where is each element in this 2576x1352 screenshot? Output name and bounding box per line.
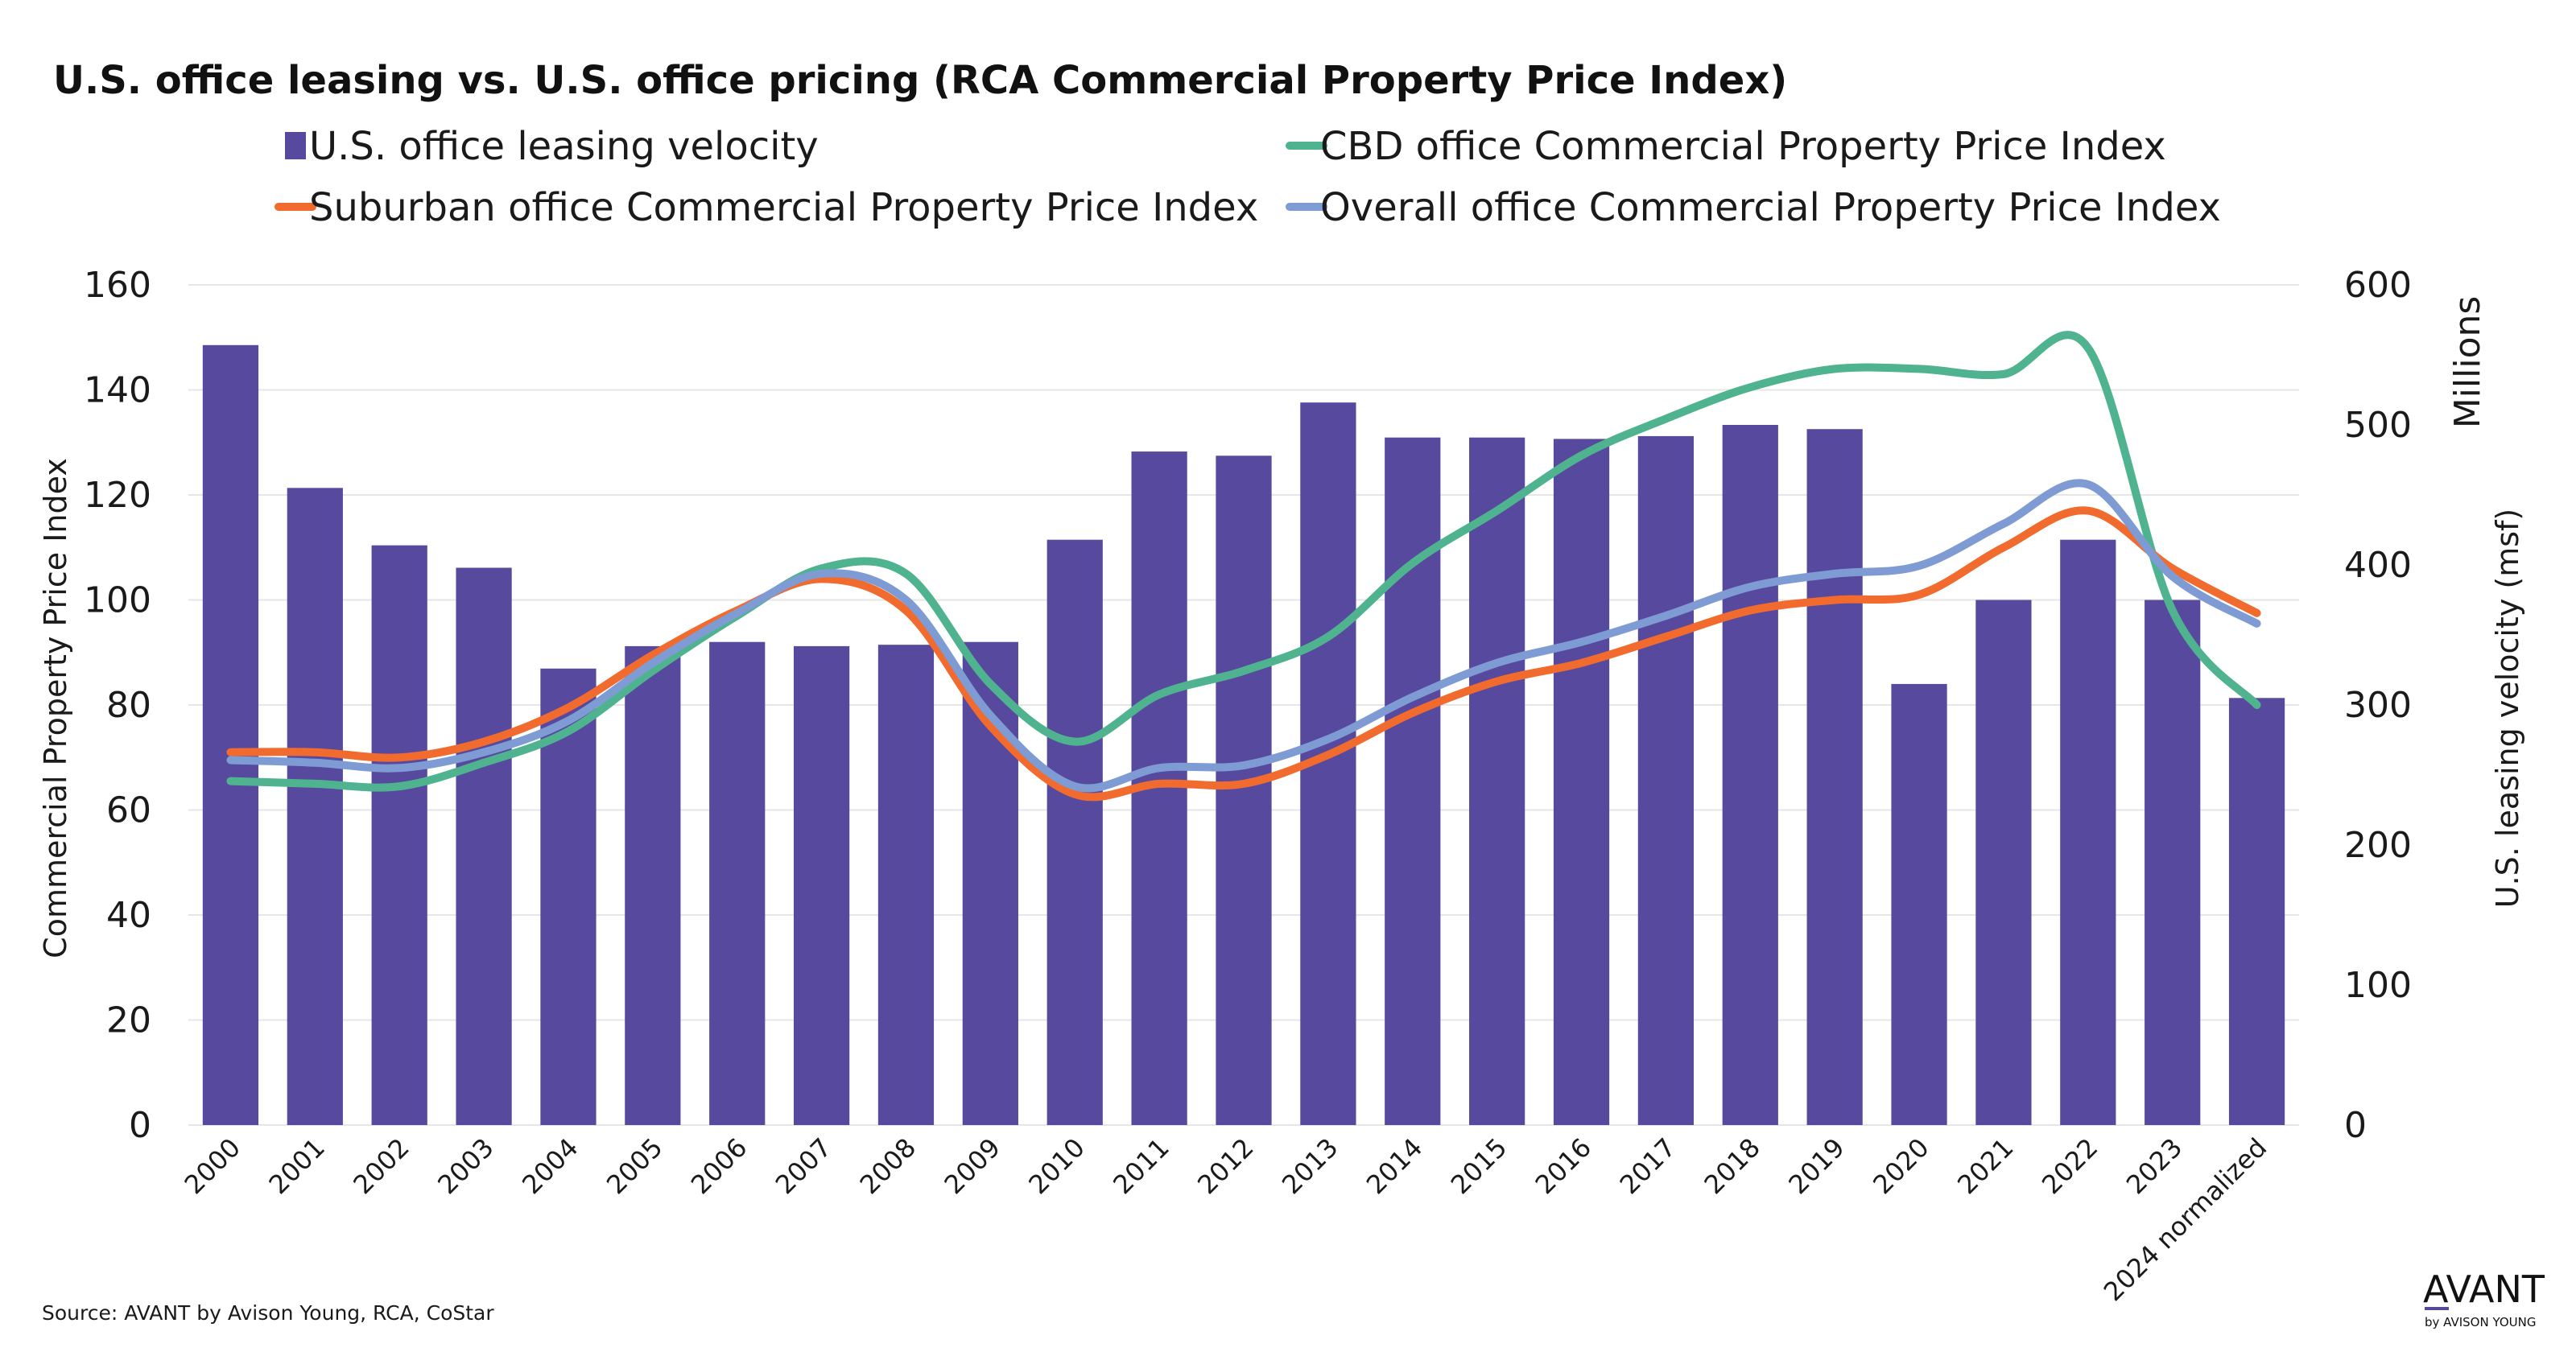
bar-2015 bbox=[1469, 437, 1525, 1125]
bar-2000 bbox=[202, 344, 259, 1125]
legend-item-4: Overall office Commercial Property Price… bbox=[1286, 185, 2221, 230]
x-tick-2006: 2006 bbox=[685, 1132, 753, 1200]
left-tick-0: 0 bbox=[129, 1105, 151, 1146]
x-tick-2022: 2022 bbox=[2036, 1132, 2103, 1200]
left-axis-label: Commercial Property Price Index bbox=[38, 458, 73, 958]
bar-2004 bbox=[540, 668, 597, 1125]
right-tick-300: 300 bbox=[2344, 685, 2412, 726]
bar-2020 bbox=[1891, 683, 1947, 1125]
logo-wordmark: AVANT bbox=[2423, 1268, 2545, 1311]
left-tick-60: 60 bbox=[106, 790, 151, 831]
left-tick-20: 20 bbox=[106, 1000, 151, 1041]
bar-2002 bbox=[371, 545, 427, 1125]
line-series bbox=[226, 331, 2261, 802]
x-tick-2005: 2005 bbox=[601, 1132, 668, 1200]
x-tick-2020: 2020 bbox=[1867, 1132, 1934, 1200]
x-tick-2019: 2019 bbox=[1782, 1132, 1850, 1200]
left-tick-100: 100 bbox=[84, 580, 151, 621]
left-tick-40: 40 bbox=[106, 895, 151, 936]
bar-2010 bbox=[1046, 539, 1103, 1125]
bar-2024-normalized bbox=[2228, 698, 2285, 1125]
right-tick-0: 0 bbox=[2344, 1105, 2367, 1146]
left-tick-140: 140 bbox=[84, 370, 151, 411]
x-tick-2000: 2000 bbox=[179, 1132, 246, 1200]
legend-swatch bbox=[285, 132, 306, 159]
x-tick-2016: 2016 bbox=[1530, 1132, 1597, 1200]
legend: U.S. office leasing velocity CBD office C… bbox=[275, 124, 2221, 230]
x-tick-2014: 2014 bbox=[1360, 1132, 1428, 1200]
bar-2012 bbox=[1216, 455, 1272, 1125]
bar-2018 bbox=[1722, 425, 1778, 1125]
legend-item-1: U.S. office leasing velocity bbox=[285, 124, 819, 169]
avant-logo: AVANT by AVISON YOUNG bbox=[2423, 1268, 2545, 1329]
legend-item-3: Suburban office Commercial Property Pric… bbox=[275, 185, 1258, 230]
bar-series bbox=[202, 344, 2285, 1125]
logo-tagline: by AVISON YOUNG bbox=[2425, 1315, 2536, 1329]
x-tick-2011: 2011 bbox=[1107, 1132, 1174, 1200]
left-axis-ticks: 0 20 40 60 80 100 120 140 160 bbox=[84, 265, 151, 1146]
bar-2005 bbox=[625, 645, 681, 1125]
legend-item-2: CBD office Commercial Property Price Ind… bbox=[1286, 124, 2166, 169]
right-axis-ticks: 0 100 200 300 400 500 600 bbox=[2344, 265, 2412, 1146]
x-tick-2023: 2023 bbox=[2120, 1132, 2188, 1200]
right-axis-unit: Millions bbox=[2447, 296, 2488, 429]
x-tick-2017: 2017 bbox=[1614, 1132, 1682, 1200]
logo-accent-bar bbox=[2425, 1307, 2449, 1310]
chart-title: U.S. office leasing vs. U.S. office pric… bbox=[53, 58, 1787, 103]
x-tick-2018: 2018 bbox=[1698, 1132, 1765, 1200]
bar-2021 bbox=[1975, 600, 2032, 1125]
right-tick-100: 100 bbox=[2344, 965, 2412, 1006]
x-tick-2012: 2012 bbox=[1191, 1132, 1259, 1200]
right-tick-400: 400 bbox=[2344, 545, 2412, 586]
x-tick-2002: 2002 bbox=[347, 1132, 415, 1200]
x-tick-2003: 2003 bbox=[431, 1132, 499, 1200]
left-tick-80: 80 bbox=[106, 685, 151, 726]
bar-2016 bbox=[1553, 439, 1610, 1125]
x-tick-2013: 2013 bbox=[1276, 1132, 1344, 1200]
bar-2008 bbox=[877, 645, 935, 1125]
bar-2003 bbox=[456, 567, 512, 1125]
bar-2006 bbox=[709, 641, 766, 1125]
x-tick-2008: 2008 bbox=[854, 1132, 922, 1200]
x-tick-2009: 2009 bbox=[939, 1132, 1006, 1200]
x-tick-2007: 2007 bbox=[770, 1132, 837, 1200]
left-tick-120: 120 bbox=[84, 475, 151, 516]
bar-2014 bbox=[1385, 437, 1441, 1125]
line-suburban-cppi bbox=[226, 506, 2261, 802]
x-tick-2004: 2004 bbox=[516, 1132, 584, 1200]
bar-2019 bbox=[1806, 429, 1863, 1125]
right-tick-600: 600 bbox=[2344, 265, 2412, 306]
x-axis-ticks: 2000 2001 2002 2003 2004 2005 2006 2007 2008 2009… bbox=[179, 1132, 2273, 1307]
legend-label: Overall office Commercial Property Price… bbox=[1320, 185, 2221, 230]
bar-2022 bbox=[2060, 539, 2116, 1125]
legend-label: CBD office Commercial Property Price Ind… bbox=[1320, 124, 2166, 169]
bar-2007 bbox=[793, 645, 850, 1125]
right-axis-label: U.S. leasing velocity (msf) bbox=[2490, 509, 2525, 908]
x-tick-2021: 2021 bbox=[1951, 1132, 2019, 1200]
x-tick-2010: 2010 bbox=[1022, 1132, 1090, 1200]
right-tick-500: 500 bbox=[2344, 405, 2412, 446]
right-tick-200: 200 bbox=[2344, 825, 2412, 866]
x-tick-2015: 2015 bbox=[1445, 1132, 1513, 1200]
source-note: Source: AVANT by Avison Young, RCA, CoSt… bbox=[42, 1301, 494, 1325]
line-cbd-cppi bbox=[226, 331, 2261, 792]
bar-2017 bbox=[1637, 435, 1695, 1125]
legend-label: Suburban office Commercial Property Pric… bbox=[309, 185, 1258, 230]
line-overall-cppi bbox=[226, 479, 2261, 793]
x-tick-2001: 2001 bbox=[263, 1132, 331, 1200]
legend-label: U.S. office leasing velocity bbox=[309, 124, 819, 169]
bar-2001 bbox=[287, 488, 343, 1125]
bar-2023 bbox=[2145, 600, 2201, 1125]
x-tick-2024-normalized: 2024 normalized bbox=[2098, 1132, 2273, 1307]
left-tick-160: 160 bbox=[84, 265, 151, 306]
